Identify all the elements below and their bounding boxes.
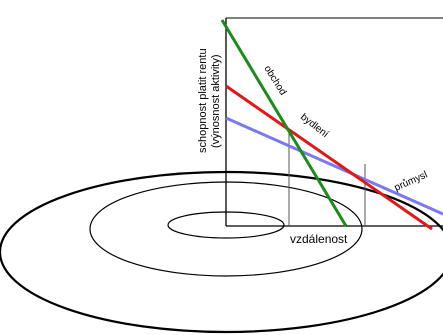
label-prumysl: průmysl (392, 169, 429, 194)
line-prumysl (225, 116, 443, 216)
label-bydleni: bydlení (298, 112, 330, 141)
x-axis-label: vzdálenost (290, 232, 348, 246)
line-bydleni (225, 84, 433, 231)
y-axis-label-line2: (výnosnost aktivity) (210, 54, 222, 148)
line-obchod (220, 19, 348, 227)
y-axis-label-line1: schopnost platit rentu (197, 48, 209, 153)
outer-ring (0, 170, 443, 334)
